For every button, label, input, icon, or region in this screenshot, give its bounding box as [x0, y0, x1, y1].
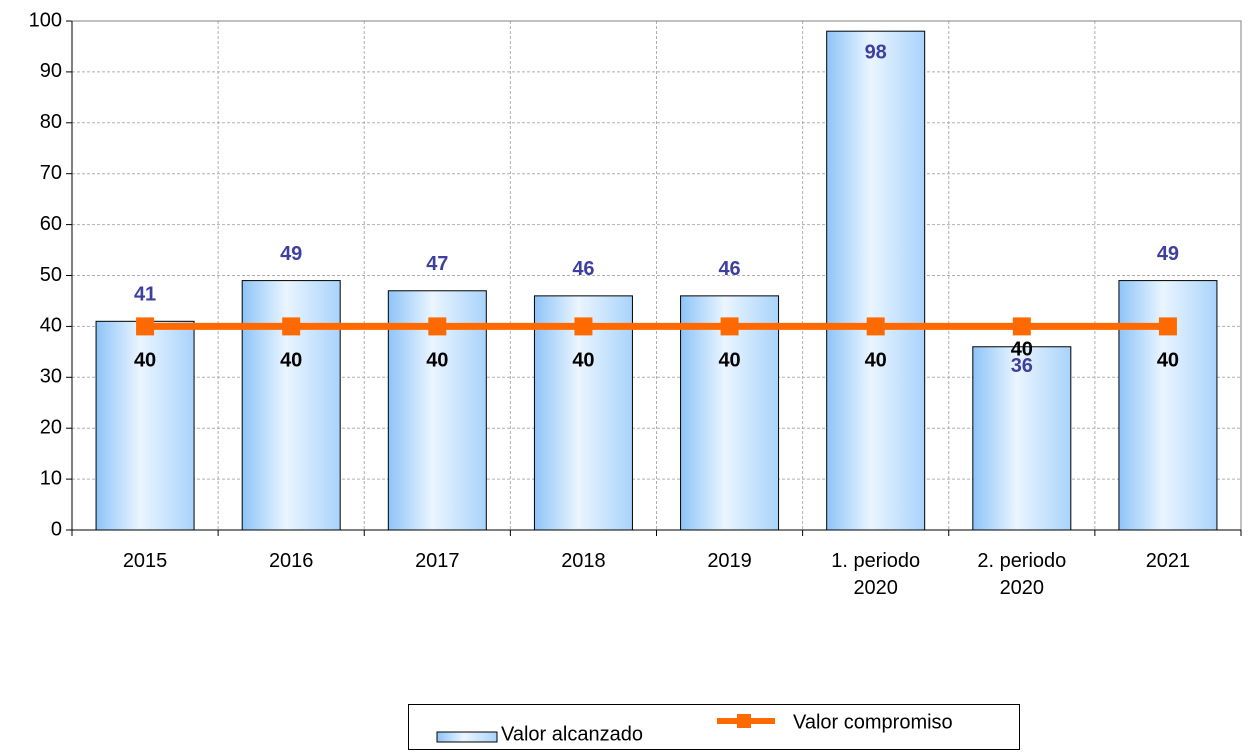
- bar: [826, 30, 926, 531]
- x-tick-label: 2016: [268, 550, 314, 572]
- x-tick-label: 1. periodo 2020: [831, 550, 921, 599]
- y-tick-label: 90: [40, 60, 62, 82]
- y-tick-label: 0: [51, 518, 62, 540]
- legend: Valor alcanzado Valor compromiso: [408, 704, 1020, 750]
- x-tick-label: 2021: [1145, 550, 1191, 572]
- bar-value-label: 36: [1011, 355, 1033, 377]
- bar-value-label: 98: [865, 41, 887, 63]
- line-value-label: 40: [1011, 339, 1033, 361]
- y-tick-label: 20: [40, 416, 62, 438]
- legend-label: Valor alcanzado: [501, 723, 643, 745]
- y-tick-label: 70: [40, 162, 62, 184]
- x-tick-label: 2017: [415, 550, 460, 572]
- y-tick-label: 40: [40, 315, 62, 337]
- bar: [972, 346, 1072, 531]
- line-value-label: 40: [1157, 350, 1179, 372]
- line-marker: [574, 317, 593, 336]
- legend-graphics: Valor alcanzado Valor compromiso: [436, 711, 953, 745]
- legend-swatch: [436, 731, 498, 743]
- bar: [95, 320, 195, 531]
- y-tick-label: 50: [40, 264, 62, 286]
- line-value-label: 40: [134, 350, 156, 372]
- line-value-label: 40: [572, 350, 594, 372]
- x-tick-label: 2018: [561, 550, 606, 572]
- line-value-label: 40: [426, 350, 448, 372]
- bar-value-label: 46: [718, 258, 740, 280]
- line-marker: [136, 317, 155, 336]
- line-value-label: 40: [718, 350, 740, 372]
- y-tick-label: 10: [40, 467, 62, 489]
- line-marker: [282, 317, 301, 336]
- line-marker: [1158, 317, 1177, 336]
- line-marker: [428, 317, 447, 336]
- bar-value-label: 46: [572, 258, 594, 280]
- line-marker: [1012, 317, 1031, 336]
- line-value-label: 40: [280, 350, 302, 372]
- bar-value-label: 49: [280, 243, 302, 265]
- line-marker: [720, 317, 739, 336]
- bar-value-label: 49: [1157, 243, 1179, 265]
- bar-value-label: 41: [134, 284, 156, 306]
- y-tick-label: 30: [40, 366, 62, 388]
- y-tick-label: 100: [29, 9, 62, 31]
- legend-swatch-marker: [737, 714, 751, 728]
- x-tick-label: 2019: [707, 550, 752, 572]
- line-value-label: 40: [865, 350, 887, 372]
- legend-label: Valor compromiso: [793, 711, 953, 733]
- y-tick-label: 80: [40, 111, 62, 133]
- line-marker: [866, 317, 885, 336]
- x-tick-label: 2. periodo 2020: [977, 550, 1067, 599]
- bar-value-label: 47: [426, 253, 448, 275]
- x-tick-label: 2015: [122, 550, 168, 572]
- y-tick-label: 60: [40, 213, 62, 235]
